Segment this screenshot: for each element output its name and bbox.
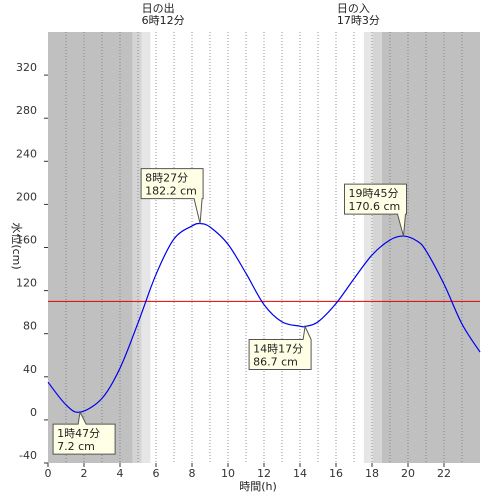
x-tick-label: 20: [401, 467, 415, 480]
extreme-time-label: 14時17分: [253, 342, 303, 355]
y-tick-label: 0: [30, 406, 37, 419]
extreme-callout-box: [344, 183, 407, 237]
daylight-band: [150, 32, 364, 463]
y-tick-label: 40: [23, 363, 37, 376]
daylight-bands: [48, 32, 480, 463]
x-tick-label: 6: [153, 467, 160, 480]
sun-event-title: 日の出: [142, 1, 175, 15]
x-tick-label: 18: [365, 467, 379, 480]
y-tick-label: 280: [16, 104, 37, 117]
x-tick-label: 2: [81, 467, 88, 480]
extreme-value-label: 182.2 cm: [145, 185, 197, 198]
y-tick-label: 320: [16, 61, 37, 74]
x-tick-label: 12: [257, 467, 271, 480]
x-tick-label: 10: [221, 467, 235, 480]
extreme-callout-box: [248, 324, 312, 370]
y-tick-label: 160: [16, 234, 37, 247]
x-tick-label: 16: [329, 467, 343, 480]
daylight-band: [372, 32, 382, 463]
extreme-time-label: 1時47分: [57, 427, 100, 440]
daylight-band: [48, 32, 133, 463]
y-tick-label: 240: [16, 147, 37, 160]
sun-event-title: 日の入: [337, 2, 370, 15]
sun-event-time: 6時12分: [142, 14, 185, 27]
y-tick-label: 120: [16, 277, 37, 290]
daylight-band: [141, 32, 151, 463]
extreme-value-label: 7.2 cm: [57, 440, 95, 453]
extreme-value-label: 170.6 cm: [349, 200, 401, 213]
x-tick-label: 0: [45, 467, 52, 480]
y-tick-label: 80: [23, 320, 37, 333]
x-tick-label: 22: [437, 467, 451, 480]
y-axis-ticks: -40 0 40 80 120 160 200 240 280 320: [16, 61, 48, 464]
y-tick-label: -40: [19, 449, 37, 462]
y-axis-title: 水位(cm): [10, 222, 24, 269]
sun-event-time: 17時3分: [337, 14, 380, 27]
extreme-time-label: 19時45分: [349, 187, 399, 200]
extreme-callout-box: [140, 168, 204, 224]
x-axis-ticks: 0 2 4 6 8 10 12 14 16 18 20 22: [45, 463, 451, 480]
extreme-time-label: 8時27分: [145, 172, 188, 185]
x-tick-label: 4: [117, 467, 124, 480]
daylight-band: [381, 32, 480, 463]
x-axis-title: 時間(h): [239, 480, 277, 493]
extreme-value-label: 86.7 cm: [253, 355, 298, 368]
tide-series-line: [47, 222, 481, 413]
daylight-band: [132, 32, 142, 463]
x-tick-label: 8: [189, 467, 196, 480]
extreme-callout-box: [52, 410, 116, 455]
y-tick-label: 200: [16, 190, 37, 203]
x-tick-label: 14: [293, 467, 307, 480]
daylight-band: [363, 32, 373, 463]
